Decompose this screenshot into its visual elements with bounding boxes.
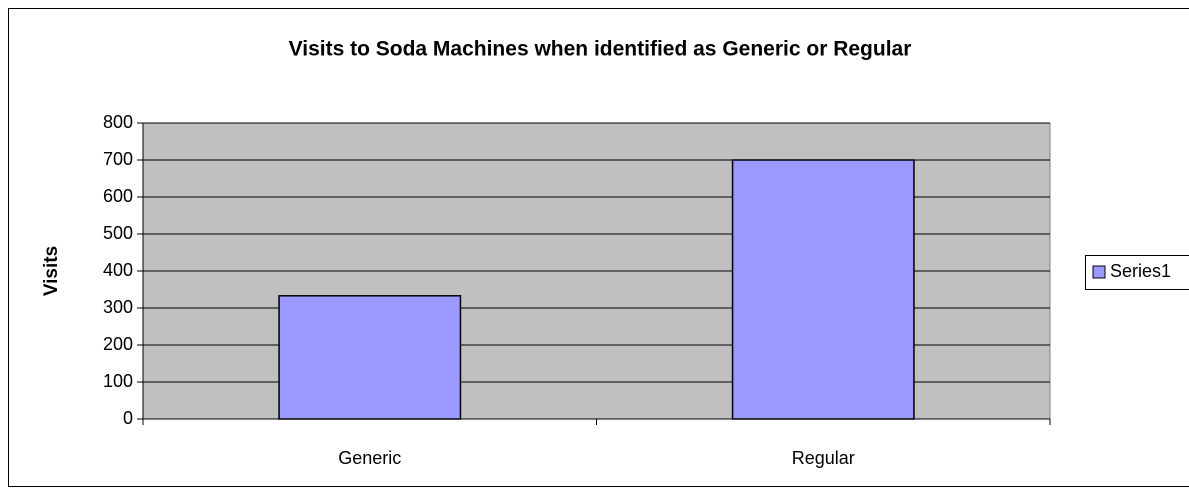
legend-swatch xyxy=(1092,265,1106,279)
y-tick-label: 700 xyxy=(103,149,133,169)
x-tick-label: Regular xyxy=(792,448,855,468)
y-tick-label: 0 xyxy=(123,408,133,428)
y-tick-label: 500 xyxy=(103,223,133,243)
y-tick-label: 800 xyxy=(103,112,133,132)
bar xyxy=(278,295,462,420)
chart-title: Visits to Soda Machines when identified … xyxy=(289,38,912,61)
y-axis-label: Visits xyxy=(41,246,62,296)
y-tick-label: 600 xyxy=(103,186,133,206)
y-tick-label: 400 xyxy=(103,260,133,280)
y-tick-label: 200 xyxy=(103,334,133,354)
bar xyxy=(731,159,915,420)
y-tick-label: 100 xyxy=(103,371,133,391)
legend-label: Series1 xyxy=(1110,261,1171,281)
x-tick-label: Generic xyxy=(338,448,401,468)
y-tick-label: 300 xyxy=(103,297,133,317)
